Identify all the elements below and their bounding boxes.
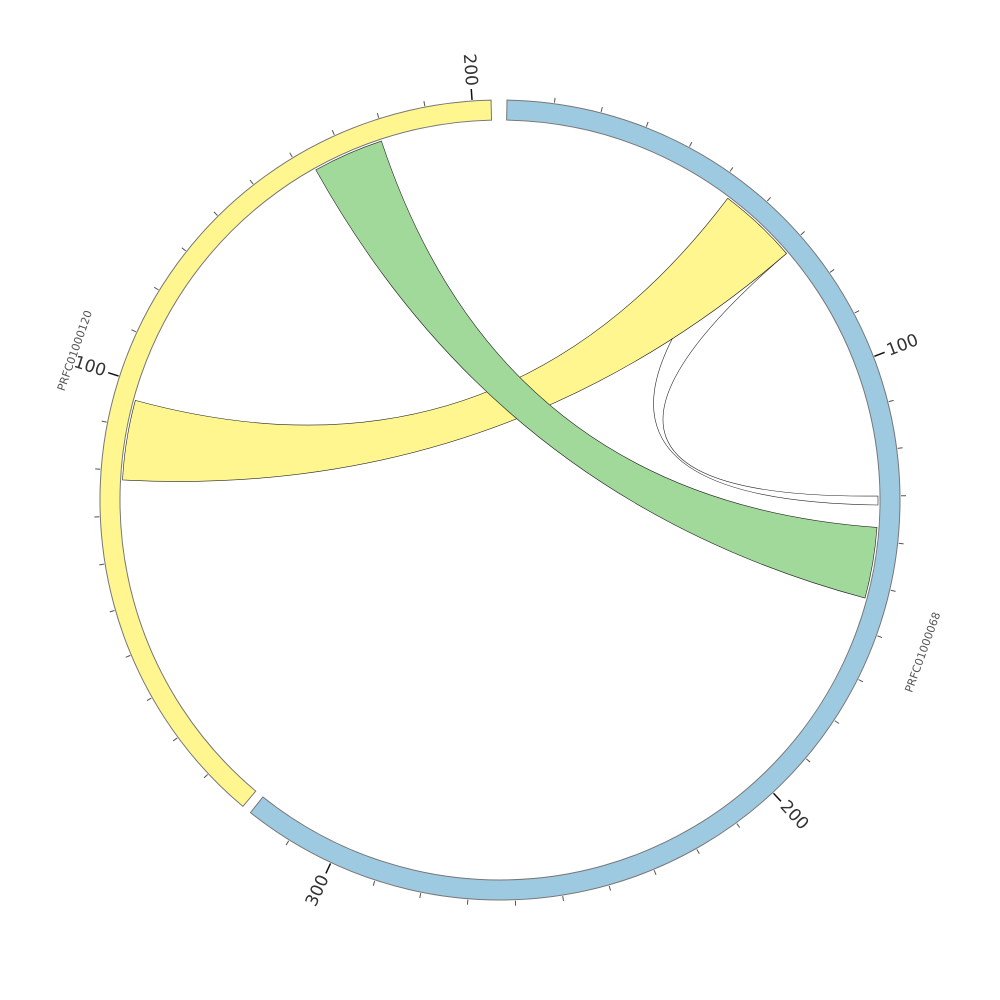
minor-tick [890,589,896,592]
minor-tick [203,774,209,779]
minor-tick [736,823,741,828]
minor-tick [131,329,137,333]
minor-tick [172,737,178,742]
minor-tick [419,892,422,899]
minor-tick [834,720,840,724]
minor-tick [181,247,187,252]
minor-tick [897,447,903,449]
minor-tick [645,121,649,127]
minor-tick [729,167,734,172]
major-tick [874,351,885,357]
minor-tick [285,840,290,846]
tick-label: 100 [884,330,921,360]
minor-tick [653,870,657,876]
minor-tick [249,179,254,185]
minor-tick [153,286,159,291]
tick-label: 200 [459,53,481,87]
minor-tick [289,152,293,158]
minor-tick [376,112,380,118]
minor-tick [877,635,883,638]
minor-tick [146,697,152,701]
link-ribbon [315,140,878,599]
minor-tick [854,310,860,314]
minor-tick [696,849,700,854]
minor-tick [331,130,335,136]
minor-tick [423,101,426,107]
minor-tick [101,420,107,423]
major-tick [470,88,473,101]
segment-arc [99,99,493,808]
minor-tick [213,211,218,216]
minor-tick [553,97,556,103]
tick-label: 300 [302,872,334,910]
minor-tick [766,197,771,202]
minor-tick [372,880,376,886]
minor-tick [600,106,603,113]
minor-tick [99,563,105,566]
segment-arc [249,99,901,901]
major-tick [772,792,782,802]
segment-label: PRFC01000120 [55,309,95,393]
minor-tick [562,895,565,902]
minor-tick [125,654,131,658]
minor-tick [109,610,115,613]
link-ribbon [122,197,787,482]
minor-tick [898,542,904,545]
minor-tick [689,141,693,147]
tick-label: 200 [776,797,813,834]
minor-tick [608,885,612,891]
minor-tick [858,679,864,683]
minor-tick [829,269,835,273]
minor-tick [800,231,805,236]
major-tick [325,863,332,874]
major-tick [107,371,119,377]
minor-tick [888,399,894,403]
segment-label: PRFC01000068 [903,610,944,694]
minor-tick [805,758,811,763]
